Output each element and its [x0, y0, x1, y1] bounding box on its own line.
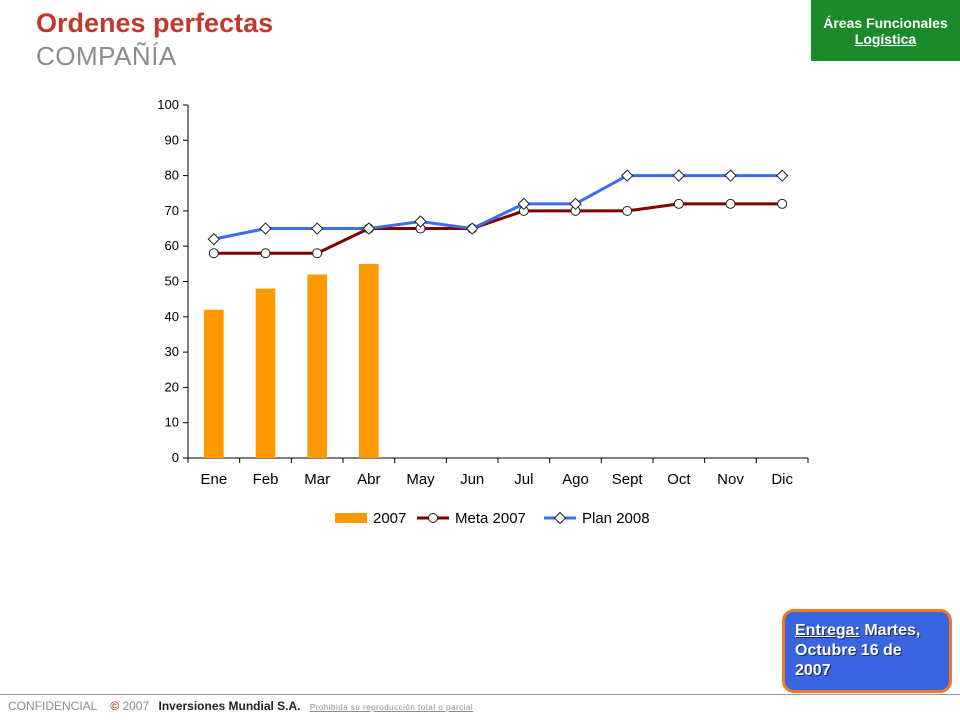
x-tick-label: Ene	[200, 471, 227, 488]
x-tick-label: May	[406, 471, 435, 488]
x-tick-label: Nov	[717, 471, 744, 488]
delivery-callout: Entrega: Martes, Octubre 16 de 2007	[782, 609, 952, 693]
point-meta-2007	[208, 248, 219, 259]
legend-label: Plan 2008	[582, 510, 650, 527]
point-meta-2007	[622, 205, 633, 216]
point-plan-2008	[569, 197, 582, 211]
functional-area-badge: Áreas Funcionales Logística	[811, 0, 960, 61]
series-line-plan-2008	[213, 174, 783, 241]
point-meta-2007	[260, 248, 271, 259]
y-tick-label: 30	[165, 344, 179, 359]
x-tick-label: Dic	[771, 471, 793, 488]
reproduction-notice: Prohibida su reproducción total o parcia…	[309, 703, 474, 712]
y-tick-label: 70	[165, 203, 179, 218]
page-title: Ordenes perfectas	[36, 8, 274, 38]
x-tick-label: Oct	[667, 471, 691, 488]
point-plan-2008	[465, 222, 479, 235]
bar-2007	[359, 263, 379, 458]
x-tick-label: Feb	[253, 471, 279, 488]
copyright-year: 2007	[122, 699, 150, 713]
y-tick-label: 80	[165, 168, 179, 183]
copyright-symbol: ©	[110, 699, 120, 713]
legend-swatch-2007	[335, 513, 367, 523]
point-plan-2008	[724, 169, 737, 182]
legend-marker	[553, 511, 567, 525]
legend-marker	[428, 513, 438, 523]
y-tick-label: 100	[157, 97, 179, 112]
point-plan-2008	[362, 222, 376, 235]
bar-2007	[204, 309, 224, 458]
perfect-orders-chart: 0 10 20 30 40 50 60 70 80 90 100 Ene Feb Mar Abr May Jun…	[157, 97, 809, 527]
y-tick-label: 90	[165, 132, 179, 147]
point-meta-2007	[725, 198, 736, 209]
x-tick-label: Jul	[514, 471, 533, 488]
point-meta-2007	[673, 198, 684, 209]
point-plan-2008	[620, 169, 634, 182]
functional-area-label: Áreas Funcionales	[823, 15, 948, 31]
page-subtitle: COMPAÑÍA	[36, 41, 177, 71]
y-tick-label: 10	[165, 415, 179, 430]
footer: CONFIDENCIAL © 2007 Inversiones Mundial …	[8, 699, 473, 713]
series-line-meta-2007	[213, 202, 783, 255]
x-tick-label: Jun	[460, 471, 484, 488]
legend-label: Meta 2007	[455, 510, 526, 527]
y-tick-label: 50	[165, 274, 179, 289]
y-tick-label: 20	[165, 379, 179, 394]
bar-2007	[307, 274, 327, 458]
delivery-label: Entrega:	[795, 622, 860, 639]
point-plan-2008	[672, 169, 686, 182]
y-tick-label: 40	[165, 309, 179, 324]
y-tick-label: 0	[172, 450, 179, 465]
x-tick-label: Ago	[562, 471, 589, 488]
bar-2007	[255, 288, 276, 458]
x-tick-label: Mar	[304, 471, 330, 488]
y-tick-label: 60	[165, 238, 179, 253]
point-plan-2008	[207, 232, 221, 246]
point-plan-2008	[310, 222, 324, 235]
point-plan-2008	[517, 197, 531, 211]
x-tick-label: Sept	[612, 471, 644, 488]
point-plan-2008	[775, 169, 789, 182]
footer-divider	[0, 694, 960, 695]
point-meta-2007	[777, 198, 788, 209]
point-plan-2008	[259, 222, 272, 235]
point-meta-2007	[312, 248, 323, 259]
confidential-label: CONFIDENCIAL	[8, 699, 97, 713]
delivery-date: Martes, Octubre 16 de 2007	[795, 622, 921, 679]
point-plan-2008	[414, 215, 427, 228]
legend-label: 2007	[373, 510, 406, 527]
x-tick-label: Abr	[357, 471, 380, 488]
company-name: Inversiones Mundial S.A.	[158, 699, 301, 713]
functional-area-logistics-link[interactable]: Logística	[854, 31, 917, 47]
